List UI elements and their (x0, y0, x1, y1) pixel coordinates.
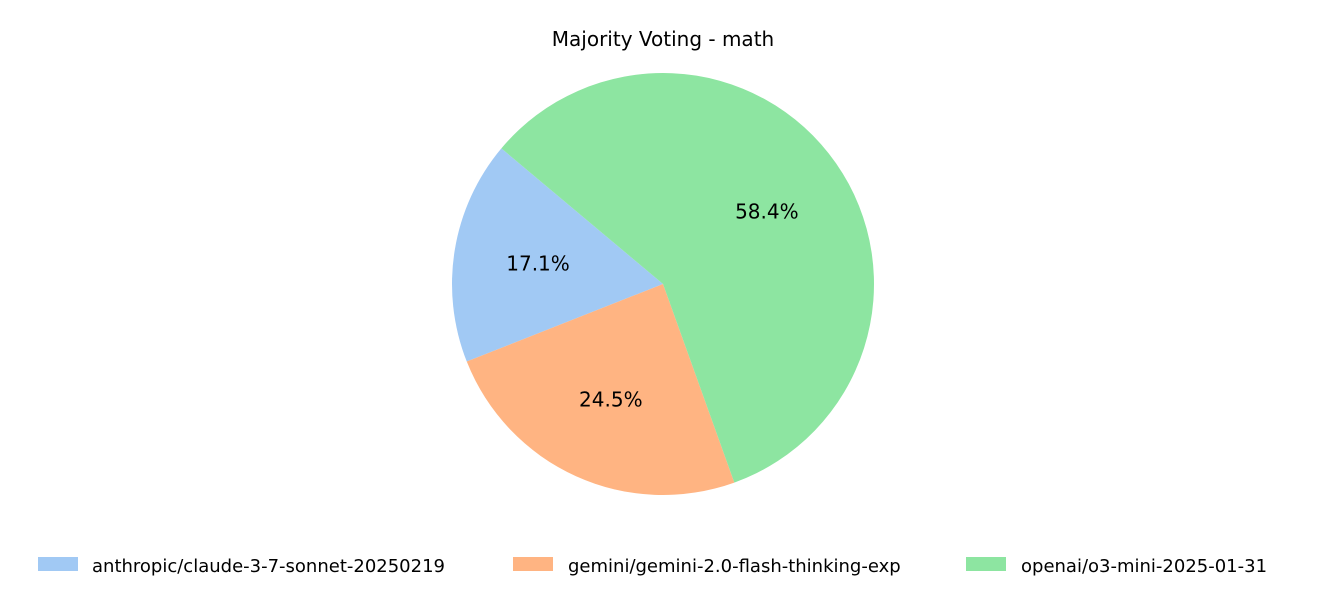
legend-item-gemini: gemini/gemini-2.0-flash-thinking-exp (513, 556, 901, 577)
legend-swatch (513, 557, 553, 571)
pie-percent-labels: 17.1% 24.5% 58.4% (506, 200, 798, 412)
legend-item-claude: anthropic/claude-3-7-sonnet-20250219 (38, 556, 445, 577)
pie-slices (451, 73, 874, 495)
pie-slice-claude (451, 148, 663, 362)
legend-label: gemini/gemini-2.0-flash-thinking-exp (568, 556, 901, 577)
legend-label: openai/o3-mini-2025-01-31 (1021, 556, 1267, 577)
legend-item-openai: openai/o3-mini-2025-01-31 (966, 556, 1267, 577)
legend-label: anthropic/claude-3-7-sonnet-20250219 (92, 556, 445, 577)
legend-swatch (966, 557, 1006, 571)
chart-title: Majority Voting - math (552, 27, 774, 51)
pct-label-openai: 58.4% (735, 200, 799, 224)
legend: anthropic/claude-3-7-sonnet-20250219 gem… (38, 556, 1267, 577)
pie-slice-openai (501, 73, 874, 483)
legend-swatch (38, 557, 78, 571)
pct-label-gemini: 24.5% (579, 387, 643, 411)
pct-label-claude: 17.1% (506, 252, 570, 276)
pie-slice-gemini (466, 284, 735, 495)
